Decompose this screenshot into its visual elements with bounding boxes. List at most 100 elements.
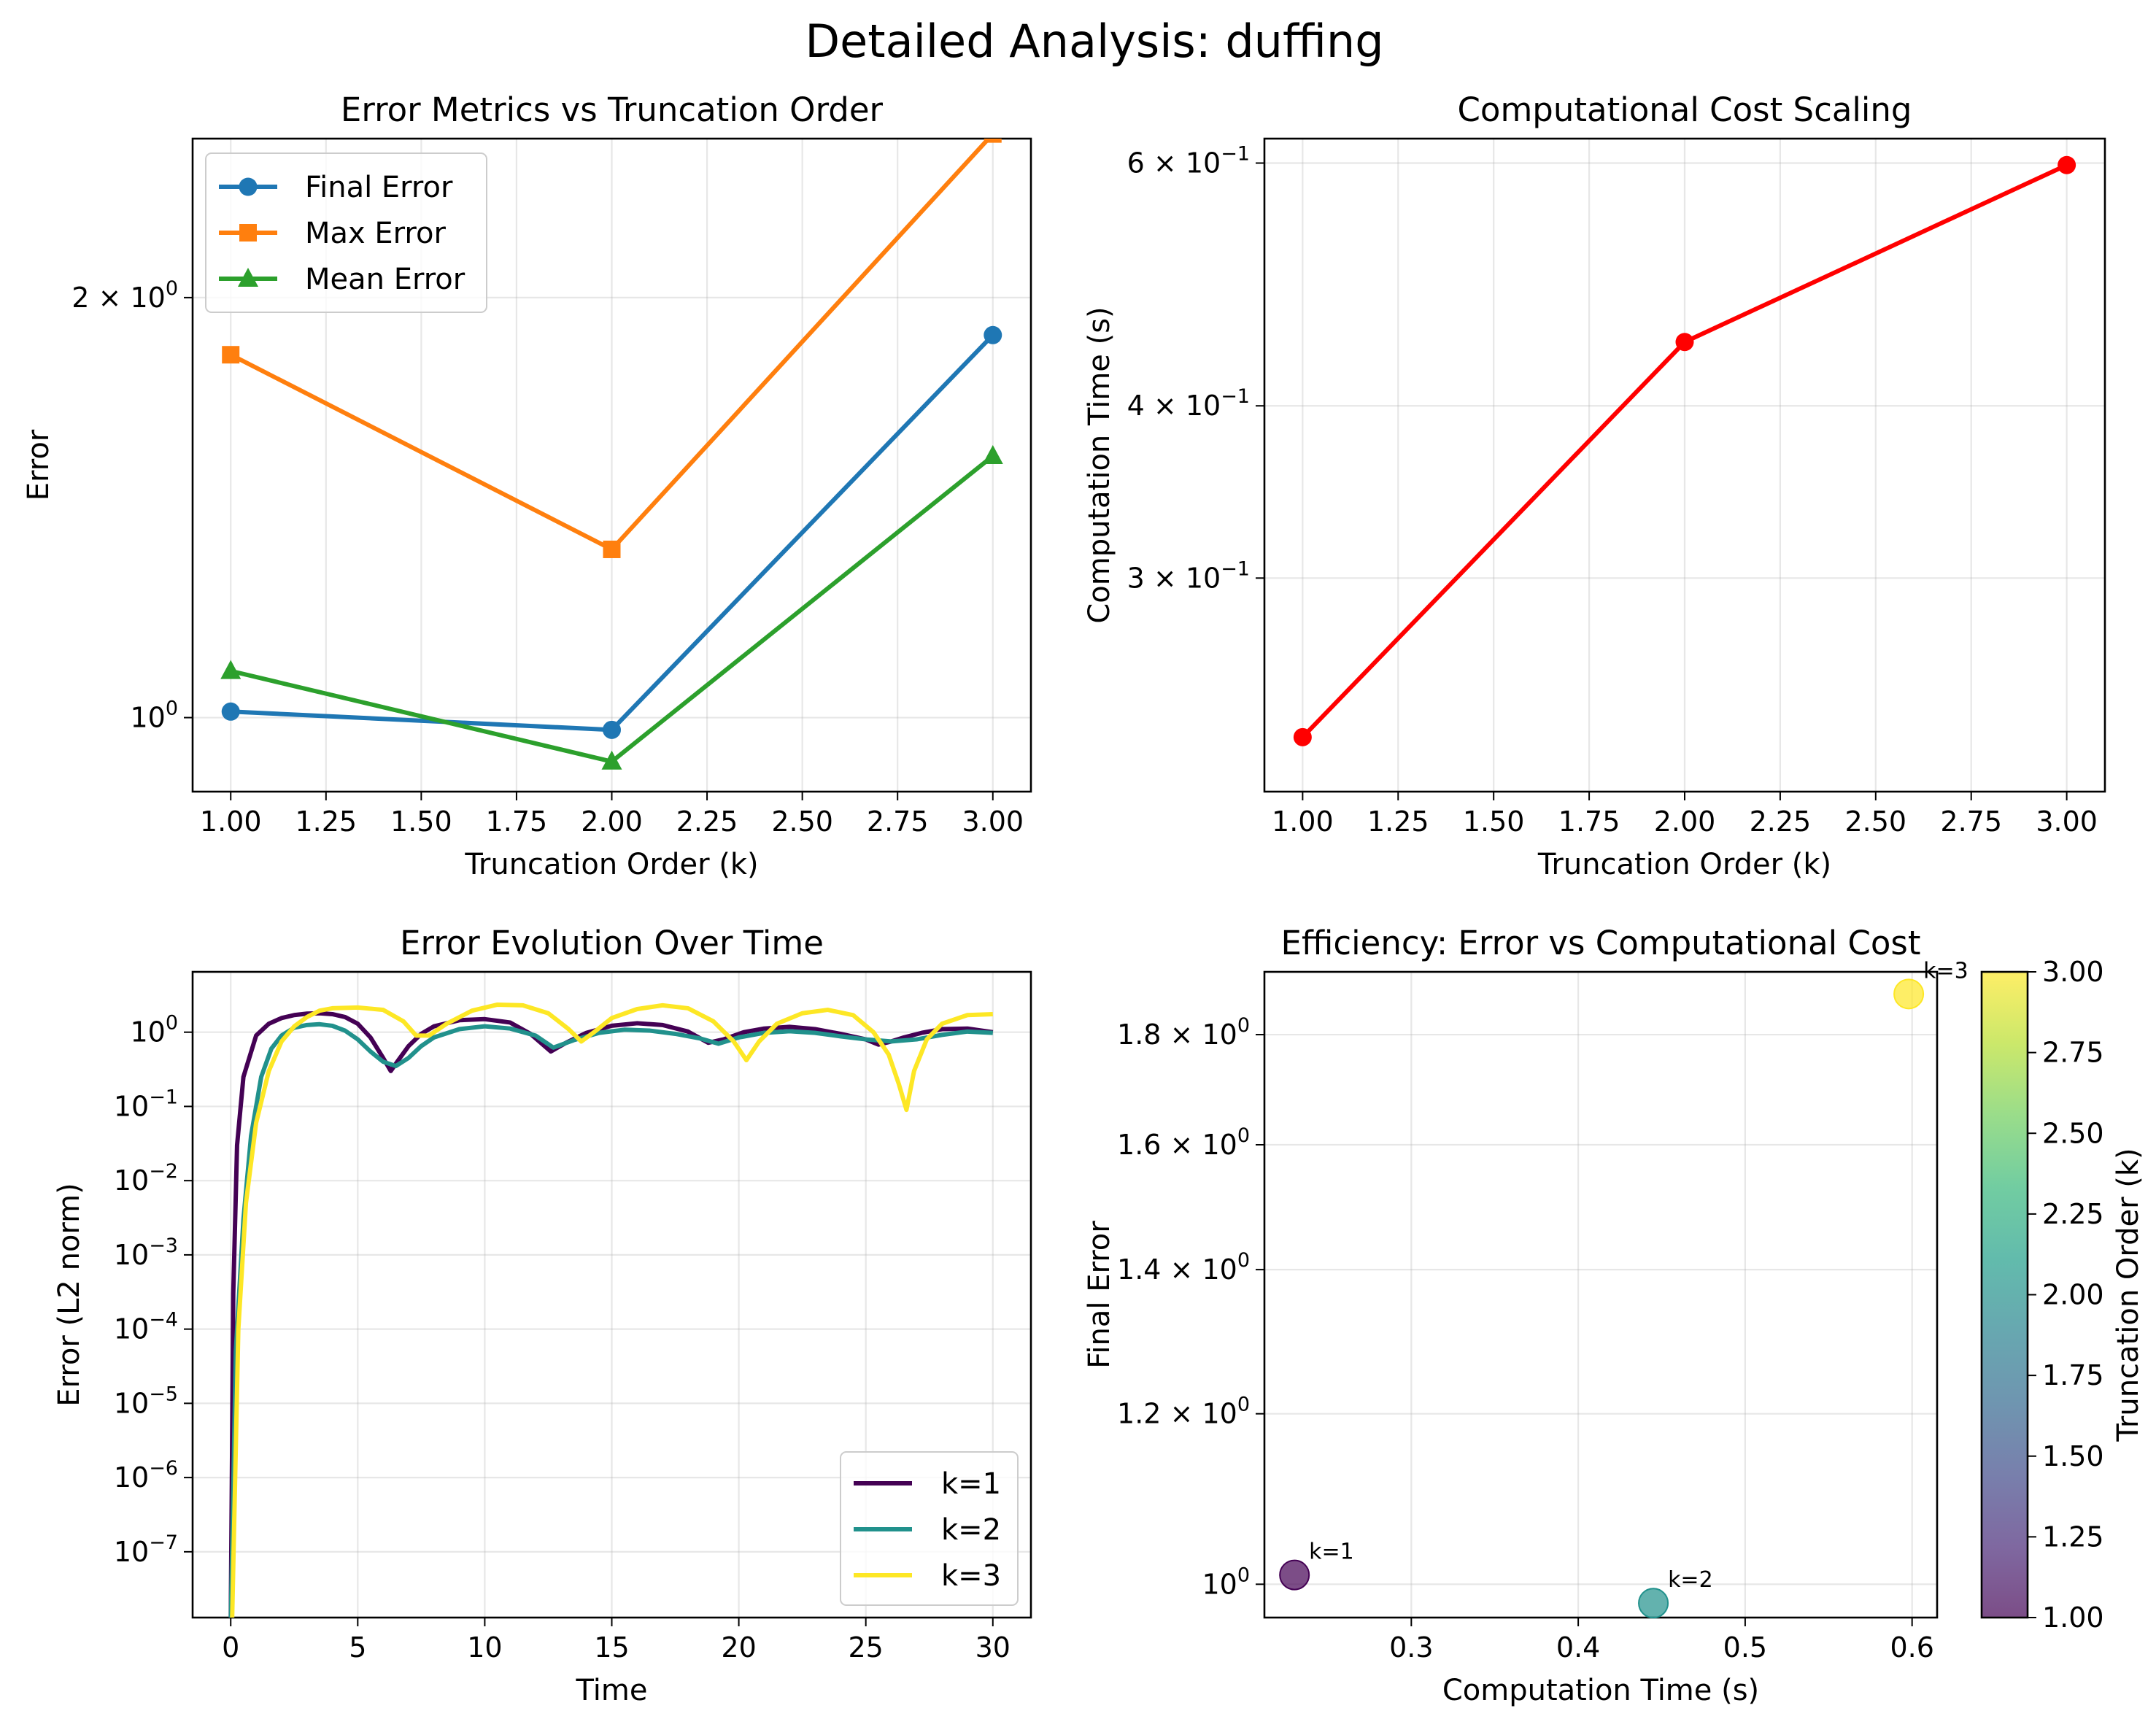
series-line (230, 1002, 993, 1618)
colorbar-tick-label: 2.00 (2042, 1279, 2104, 1311)
axes-frame (191, 970, 1032, 1619)
colorbar-label: Truncation Order (k) (2111, 1148, 2145, 1442)
point-annotation: k=2 (1668, 1567, 1713, 1593)
legend-label: k=1 (941, 1467, 1001, 1501)
axes-frame (1263, 137, 2106, 793)
x-tick-label: 1.00 (1272, 805, 1334, 838)
panel-a: 1.00 1.25 1.50 1.75 2.00 2.25 2.50 2.75 3.00 100 2… (22, 90, 1032, 881)
y-tick-label: 10−3 (114, 1235, 178, 1271)
y-tick-label: 100 (1202, 1564, 1250, 1600)
legend-label: Max Error (305, 217, 446, 250)
y-tick-label: 2 × 100 (72, 277, 178, 314)
x-tick-label: 10 (467, 1631, 502, 1664)
x-tick-label: 5 (349, 1631, 366, 1664)
x-tick-label: 0.5 (1723, 1631, 1767, 1664)
x-tick-label: 1.75 (486, 805, 548, 838)
x-tick-label: 0.6 (1890, 1631, 1933, 1664)
x-tick-label: 2.50 (1845, 805, 1907, 838)
data-point (1293, 727, 1312, 746)
x-axis-label: Time (576, 1674, 648, 1707)
x-tick-label: 2.00 (1654, 805, 1716, 838)
data-point (220, 660, 242, 679)
colorbar-fill (1982, 972, 2028, 1618)
data-point (1675, 333, 1694, 352)
legend-frame (205, 152, 487, 313)
panels: 1.00 1.25 1.50 1.75 2.00 2.25 2.50 2.75 3.001002… (22, 90, 2145, 1707)
y-tick-label: 1.6 × 100 (1117, 1124, 1250, 1161)
legend-marker (239, 177, 258, 196)
data-point (984, 139, 1002, 143)
y-tick-label: 6 × 10−1 (1127, 142, 1250, 179)
colorbar-tick-label: 3.00 (2042, 956, 2104, 988)
colorbar-tick-label: 2.50 (2042, 1117, 2104, 1149)
x-tick-label: 20 (721, 1631, 756, 1664)
x-tick-label: 0 (222, 1631, 239, 1664)
data-point (222, 346, 240, 364)
y-tick-label: 10−4 (114, 1309, 178, 1345)
point-annotation: k=3 (1923, 958, 1968, 984)
plot-area (220, 139, 1003, 770)
x-tick-label: 25 (849, 1631, 884, 1664)
y-tick-label: 10−5 (114, 1383, 178, 1419)
x-tick-label: 1.50 (1463, 805, 1525, 838)
plot-area (228, 1002, 994, 1618)
data-point (221, 702, 240, 721)
y-tick-label: 10−1 (114, 1086, 178, 1122)
legend-marker (239, 224, 257, 242)
x-axis-label: Truncation Order (k) (1537, 848, 1831, 881)
scatter-point (1893, 978, 1925, 1010)
colorbar-tick-label: 1.50 (2042, 1440, 2104, 1472)
legend-marker (238, 268, 258, 287)
y-tick-label: 1.8 × 100 (1117, 1014, 1250, 1051)
figure-title: Detailed Analysis: duffing (805, 15, 1383, 68)
legend: k=1 k=2 k=3 (840, 1451, 1019, 1606)
x-axis-label: Truncation Order (k) (464, 848, 758, 881)
axes-frame (191, 137, 1032, 793)
panel-d: 0.3 0.4 0.5 0.6 100 1.2 × 100 1.4 × 100 1.6 × 1… (1083, 924, 2145, 1707)
colorbar: 1.00 1.25 1.50 1.75 2.00 2.25 2.50 2.75 3.00 Trun… (1980, 956, 2145, 1634)
data-point (601, 750, 622, 770)
panel-b: 1.00 1.25 1.50 1.75 2.00 2.25 2.50 2.75 3.00 3 × … (1083, 90, 2106, 881)
colorbar-tick-label: 2.25 (2042, 1198, 2104, 1230)
y-tick-label: 4 × 10−1 (1127, 385, 1250, 422)
scatter-point (1279, 1559, 1310, 1591)
x-tick-label: 3.00 (962, 805, 1024, 838)
y-tick-label: 10−7 (114, 1531, 178, 1568)
legend-label: Final Error (305, 171, 453, 204)
y-tick-label: 1.4 × 100 (1117, 1249, 1250, 1286)
colorbar-tick-label: 2.75 (2042, 1037, 2104, 1069)
y-tick-label: 1.2 × 100 (1117, 1394, 1250, 1430)
colorbar-tick-label: 1.75 (2042, 1359, 2104, 1391)
plot-area (1293, 155, 2076, 746)
y-tick-label: 10−2 (114, 1160, 178, 1197)
legend-label: k=3 (941, 1559, 1001, 1593)
y-tick-label: 100 (130, 698, 178, 734)
axes-frame (1263, 970, 1939, 1619)
data-point (603, 540, 621, 558)
data-point (603, 720, 621, 739)
x-tick-label: 2.00 (581, 805, 643, 838)
legend-label: Mean Error (305, 263, 465, 296)
data-point (984, 325, 1002, 344)
data-point (982, 444, 1003, 464)
y-tick-label: 100 (130, 1012, 178, 1048)
x-tick-label: 2.25 (676, 805, 738, 838)
y-axis-label: Final Error (1083, 1221, 1116, 1369)
panel-title: Error Evolution Over Time (400, 924, 824, 962)
x-tick-label: 2.75 (1940, 805, 2002, 838)
panel-title: Efficiency: Error vs Computational Cost (1280, 924, 1920, 962)
colorbar-tick-label: 1.25 (2042, 1521, 2104, 1553)
legend: Final Error Max Error Mean Error (205, 152, 487, 313)
y-axis-label: Error (L2 norm) (53, 1183, 86, 1406)
x-tick-label: 2.50 (771, 805, 833, 838)
x-tick-label: 3.00 (2036, 805, 2098, 838)
y-axis-label: Error (22, 429, 55, 501)
x-axis-label: Computation Time (s) (1442, 1674, 1759, 1707)
x-tick-label: 15 (594, 1631, 629, 1664)
x-tick-label: 1.00 (200, 805, 262, 838)
data-point (2058, 155, 2076, 174)
legend-label: k=2 (941, 1513, 1001, 1547)
x-tick-label: 2.75 (867, 805, 929, 838)
x-tick-label: 1.75 (1558, 805, 1620, 838)
